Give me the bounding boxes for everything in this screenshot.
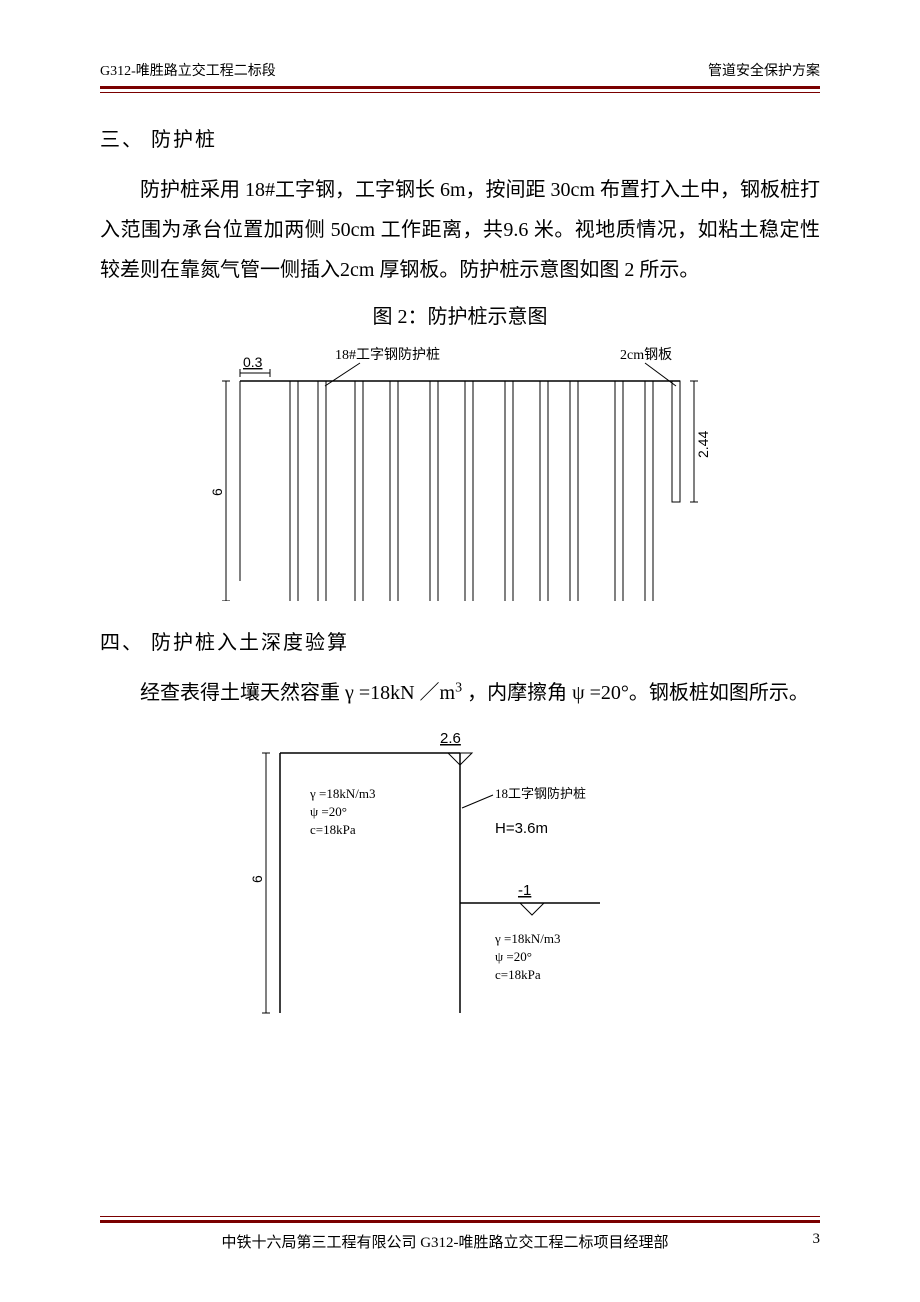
svg-text:0.3: 0.3 [243,354,263,370]
page-container: G312-唯胜路立交工程二标段 管道安全保护方案 三、 防护桩 防护桩采用 18… [0,0,920,1302]
figure-2-diagram: 0.3 18#工字钢防护桩 2cm钢板 6 2.44 [100,341,820,601]
svg-text:18#工字钢防护桩: 18#工字钢防护桩 [335,346,440,363]
header-rule-thin [100,92,820,93]
section-3-title: 三、 防护桩 [100,123,820,152]
footer-rule-thin [100,1216,820,1217]
svg-text:γ =18kN/m3: γ =18kN/m3 [494,931,560,946]
svg-text:18工字钢防护桩: 18工字钢防护桩 [495,786,586,801]
section-4-title: 四、 防护桩入土深度验算 [100,626,820,655]
page-header: G312-唯胜路立交工程二标段 管道安全保护方案 [100,60,820,86]
svg-text:c=18kPa: c=18kPa [495,967,541,982]
svg-text:6: 6 [209,488,225,496]
svg-text:2cm钢板: 2cm钢板 [620,347,672,363]
page-footer: 中铁十六局第三工程有限公司 G312-唯胜路立交工程二标项目经理部 3 [100,1216,820,1252]
figure-3-diagram: 2.6 -1 6 γ =18kN/m3 ψ =20° c=18kPa 18工字钢防护桩 H=3… [100,723,820,1023]
svg-text:2.44: 2.44 [695,431,711,458]
footer-rule-thick [100,1220,820,1223]
section-4-paragraph: 经查表得土壤天然容重 γ =18kN ／m3 ，内摩擦角 ψ =20°。钢板桩如… [100,673,820,713]
svg-text:γ =18kN/m3: γ =18kN/m3 [309,786,375,801]
depth-calculation-diagram: 2.6 -1 6 γ =18kN/m3 ψ =20° c=18kPa 18工字钢防护桩 H=3… [220,723,700,1023]
header-right: 管道安全保护方案 [708,60,820,80]
protection-pile-diagram: 0.3 18#工字钢防护桩 2cm钢板 6 2.44 [200,341,720,601]
header-left: G312-唯胜路立交工程二标段 [100,60,276,80]
footer-text: 中铁十六局第三工程有限公司 G312-唯胜路立交工程二标项目经理部 [100,1231,790,1252]
svg-text:H=3.6m: H=3.6m [495,820,548,837]
section-3-paragraph: 防护桩采用 18#工字钢，工字钢长 6m，按间距 30cm 布置打入土中，钢板桩… [100,170,820,290]
svg-text:c=18kPa: c=18kPa [310,822,356,837]
page-number: 3 [790,1231,820,1252]
svg-text:2.6: 2.6 [440,730,461,747]
svg-text:-1: -1 [518,882,531,899]
svg-text:6: 6 [249,875,265,883]
footer-text-row: 中铁十六局第三工程有限公司 G312-唯胜路立交工程二标项目经理部 3 [100,1231,820,1252]
svg-text:ψ =20°: ψ =20° [310,804,347,819]
figure-2-caption: 图 2：防护桩示意图 [100,300,820,329]
header-rule-thick [100,86,820,89]
svg-text:ψ =20°: ψ =20° [495,949,532,964]
